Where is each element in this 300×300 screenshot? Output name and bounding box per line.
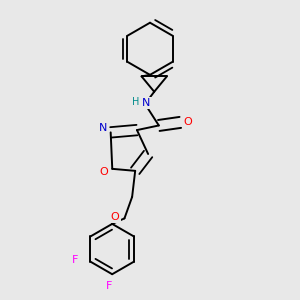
Text: N: N: [142, 98, 151, 108]
Text: O: O: [99, 167, 108, 177]
Text: O: O: [184, 117, 192, 128]
Text: F: F: [106, 281, 112, 292]
Text: N: N: [99, 123, 107, 133]
Text: H: H: [132, 98, 140, 107]
Text: F: F: [72, 255, 78, 266]
Text: O: O: [111, 212, 120, 222]
